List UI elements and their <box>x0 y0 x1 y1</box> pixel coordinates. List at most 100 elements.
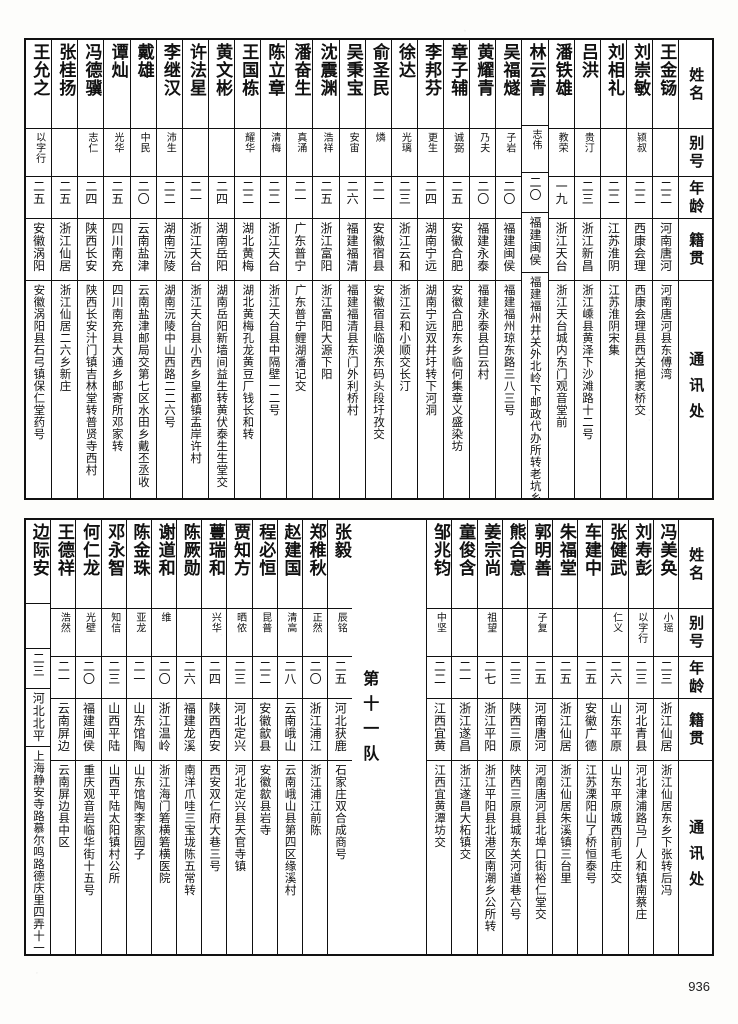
cell-name: 贾知方 <box>227 520 251 608</box>
row-header-age: 年龄 <box>679 176 713 218</box>
row-header-text-age: 年龄 <box>687 180 706 216</box>
cell-text-name: 俞圣民 <box>368 43 389 97</box>
cell-origin: 湖南宁远 <box>417 218 443 280</box>
cell-name: 陈厥勋 <box>177 520 201 608</box>
group-label-text: 第十一队 <box>360 670 380 770</box>
cell-address: 安徽涡阳县石弓镇保仁堂药号 <box>26 280 52 498</box>
cell-text-name: 谢道和 <box>154 523 175 577</box>
cell-origin: 河南唐河 <box>527 698 553 760</box>
cell-text-name: 潘铁雄 <box>551 43 572 97</box>
cell-name: 林云青 <box>522 40 547 125</box>
cell-alias: 诚弼 <box>444 128 470 176</box>
cell-origin: 山西平陆 <box>101 698 126 760</box>
roster-entry-column: 徐达 光璃 二三 浙江云和 浙江云和小顺交长汀 <box>390 40 417 498</box>
cell-origin: 山东平原 <box>603 698 628 760</box>
roster-entry-column: 郑稚秋 正然 二〇 浙江浦江 浙江浦江前陈 <box>301 520 328 954</box>
cell-text-origin: 山东馆陶 <box>131 702 146 752</box>
cell-alias: 燐 <box>365 128 391 176</box>
cell-age: 二〇 <box>522 171 548 213</box>
row-header-origin: 籍贯 <box>678 698 712 760</box>
cell-address: 四川南充县大通乡邮寄所邓家转 <box>104 280 130 498</box>
cell-address: 广东普宁鲤湖潘记交 <box>287 280 313 498</box>
cell-text-alias: 更生 <box>425 132 437 153</box>
cell-text-address: 山东馆陶李家园子 <box>132 764 147 860</box>
cell-origin: 福建闽侯 <box>76 698 101 760</box>
cell-text-age: 二一 <box>188 180 203 205</box>
cell-alias: 维 <box>151 608 177 656</box>
cell-alias: 清高 <box>277 608 302 656</box>
cell-text-address: 云南峨山县第四区缘溪村 <box>283 764 298 896</box>
cell-age: 二五 <box>444 176 470 218</box>
cell-text-origin: 福建龙溪 <box>182 702 197 752</box>
cell-origin: 安徽宿县 <box>365 218 391 280</box>
cell-text-address: 云南屏边县中区 <box>57 764 72 848</box>
roster-entry-column: 贾知方 晒侬 二三 河北定兴 河北定兴县天官寺镇 <box>226 520 252 954</box>
cell-text-alias: 燐 <box>373 132 385 143</box>
cell-text-address: 湖南宁远双井圩转下河洞 <box>424 284 439 416</box>
cell-origin: 福建永泰 <box>470 218 496 280</box>
cell-name: 吴福燧 <box>496 40 521 128</box>
cell-text-age: 二四 <box>423 180 438 205</box>
cell-text-name: 冯美奂 <box>656 523 677 577</box>
cell-text-name: 谭灿 <box>107 43 128 79</box>
cell-origin: 浙江仙居 <box>553 698 578 760</box>
cell-origin: 湖北黄梅 <box>235 218 261 280</box>
cell-text-age: 二五 <box>558 660 573 685</box>
cell-text-age: 二五 <box>533 660 548 685</box>
cell-text-age: 二六 <box>182 660 197 685</box>
cell-age: 二三 <box>391 176 417 218</box>
cell-text-origin: 浙江仙居 <box>57 222 72 272</box>
row-header-column: 姓名 别号 年龄 籍贯 通讯处 <box>677 520 712 954</box>
roster-entry-column: 谭灿 光华 二五 四川南充 四川南充县大通乡邮寄所邓家转 <box>103 40 130 498</box>
cell-address: 西康会理县西关挹袤桥交 <box>626 280 652 498</box>
cell-name: 蘴瑞和 <box>202 520 226 608</box>
cell-text-origin: 浙江天台 <box>188 222 203 272</box>
cell-alias: 小瑶 <box>653 608 678 656</box>
cell-address: 云南峨山县第四区缘溪村 <box>277 760 302 954</box>
cell-text-address: 广东普宁鲤湖潘记交 <box>293 284 308 392</box>
roster-entry-column: 李邦芬 更生 二四 湖南宁远 湖南宁远双井圩转下河洞 <box>416 40 443 498</box>
cell-text-origin: 浙江天台 <box>266 222 281 272</box>
cell-age: 二三 <box>653 656 678 698</box>
cell-name: 李继汉 <box>157 40 182 128</box>
cell-text-origin: 福建福清 <box>345 222 360 272</box>
cell-text-origin: 福建闽侯 <box>528 216 543 267</box>
cell-name: 黄文彬 <box>209 40 234 128</box>
cell-age: 二六 <box>177 656 202 698</box>
cell-text-name: 张健武 <box>606 523 627 577</box>
cell-address: 福建福清县东门外利桥村 <box>339 280 365 498</box>
cell-text-age: 二〇 <box>157 660 172 685</box>
cell-text-alias: 沛生 <box>164 132 176 153</box>
cell-text-name: 王金铴 <box>656 43 677 97</box>
cell-address: 安徽合肥东乡临何集章义盛染坊 <box>444 280 470 498</box>
cell-text-alias: 光华 <box>112 132 124 153</box>
cell-text-age: 二一 <box>292 180 307 205</box>
cell-origin: 浙江仙居 <box>52 218 78 280</box>
cell-text-origin: 云南盐津 <box>136 222 151 272</box>
cell-name: 郭明善 <box>528 520 552 608</box>
cell-text-origin: 河南唐河 <box>533 702 548 752</box>
cell-alias: 中坚 <box>427 608 452 656</box>
cell-origin: 浙江云和 <box>391 218 417 280</box>
cell-origin: 福建闽侯 <box>496 218 522 280</box>
cell-alias: 颍叔 <box>626 128 652 176</box>
cell-address: 浙江云和小顺交长汀 <box>391 280 417 498</box>
cell-age: 二五 <box>578 656 603 698</box>
cell-origin: 河北获鹿 <box>328 698 353 760</box>
cell-text-address: 安徽宿县临涣东码头段圩孜交 <box>372 284 387 440</box>
cell-address: 陕西三原县城东关河道巷六号 <box>502 760 527 954</box>
cell-text-age: 一九 <box>554 180 569 205</box>
cell-text-address: 浙江云和小顺交长汀 <box>398 284 413 392</box>
cell-text-age: 二三 <box>658 660 673 685</box>
cell-origin: 安徽广德 <box>578 698 603 760</box>
row-header-text-address: 通讯处 <box>687 351 706 429</box>
cell-origin: 浙江遂昌 <box>452 698 477 760</box>
cell-age: 二一 <box>182 176 208 218</box>
cell-text-name: 张毅 <box>330 523 351 559</box>
cell-text-origin: 浙江新昌 <box>580 222 595 272</box>
roster-entry-column: 李继汉 沛生 二二 湖南沅陵 湖南沅陵中山西路二二六号 <box>155 40 182 498</box>
cell-text-address: 河南唐河县东傅湾 <box>659 284 674 380</box>
cell-text-age: 二一 <box>457 660 472 685</box>
cell-alias: 仁义 <box>603 608 628 656</box>
cell-name: 郑稚秋 <box>303 520 327 608</box>
